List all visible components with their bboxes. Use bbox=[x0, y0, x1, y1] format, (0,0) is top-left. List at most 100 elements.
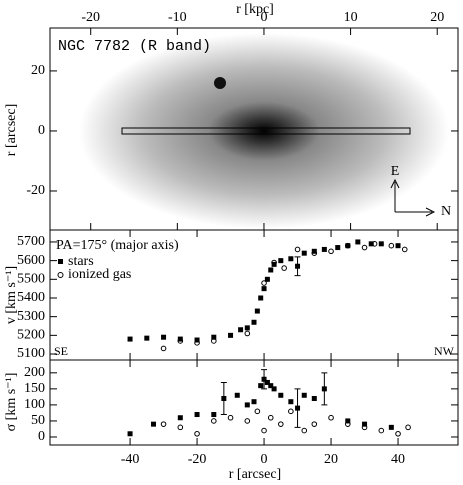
star-point bbox=[234, 392, 240, 398]
compass bbox=[390, 178, 436, 217]
y-tick-label: 200 bbox=[24, 365, 45, 380]
gas-point bbox=[288, 408, 294, 415]
star-point bbox=[295, 405, 301, 411]
gas-point bbox=[371, 241, 378, 247]
star-point bbox=[258, 383, 264, 389]
star-point bbox=[244, 402, 250, 408]
gas-point bbox=[395, 430, 401, 437]
y-tick-label: 100 bbox=[24, 397, 45, 412]
star-point bbox=[271, 386, 277, 392]
y-tick-label: 0 bbox=[38, 429, 45, 444]
legend-marker bbox=[58, 259, 63, 264]
star-point bbox=[261, 376, 267, 382]
y-label: r [arcsec] bbox=[4, 104, 19, 156]
star-point bbox=[268, 267, 274, 273]
star-point bbox=[301, 250, 307, 256]
x-tick-label: 10 bbox=[344, 10, 358, 25]
star-point bbox=[355, 239, 361, 245]
y-tick-label: 150 bbox=[24, 381, 45, 396]
x-tick-label: -40 bbox=[121, 452, 140, 467]
star-point bbox=[251, 319, 257, 325]
top-x-label: r [kpc] bbox=[236, 2, 274, 17]
star-point bbox=[268, 383, 274, 389]
gas-point bbox=[277, 421, 284, 427]
star-point bbox=[264, 276, 270, 282]
gas-point bbox=[405, 424, 411, 431]
star-point bbox=[144, 335, 150, 341]
gas-point bbox=[344, 242, 351, 249]
star-point bbox=[177, 415, 183, 421]
gas-point bbox=[328, 414, 334, 421]
gas-point bbox=[177, 424, 184, 431]
star-point bbox=[368, 241, 374, 247]
star-point bbox=[388, 424, 394, 430]
x-label: r [arcsec] bbox=[229, 467, 281, 482]
gas-point bbox=[388, 242, 395, 249]
star-point bbox=[295, 263, 301, 269]
x-tick-label: 0 bbox=[261, 452, 268, 467]
star-point bbox=[278, 392, 284, 398]
star-point bbox=[278, 258, 284, 264]
star-point bbox=[244, 325, 250, 331]
gas-point bbox=[194, 430, 200, 437]
slit bbox=[121, 127, 411, 135]
star-point bbox=[211, 334, 217, 340]
star-point bbox=[238, 327, 244, 333]
panel-frame bbox=[49, 359, 459, 446]
y-tick-label: 5600 bbox=[17, 253, 45, 268]
gas-point bbox=[311, 250, 318, 256]
y-tick-label: 5100 bbox=[17, 346, 45, 361]
y-tick-label: 5200 bbox=[17, 328, 45, 343]
star-point bbox=[288, 256, 294, 262]
star-point bbox=[127, 431, 133, 437]
gas-point bbox=[211, 418, 217, 424]
gas-point bbox=[244, 418, 251, 424]
star-point bbox=[335, 245, 341, 251]
gas-point bbox=[271, 259, 277, 266]
image-title: NGC 7782 (R band) bbox=[58, 38, 211, 55]
star-point bbox=[321, 246, 327, 252]
corner-label: NW bbox=[434, 344, 455, 358]
gas-point bbox=[261, 427, 267, 434]
star-point bbox=[321, 386, 327, 392]
star-point bbox=[254, 308, 260, 314]
x-tick-label: -10 bbox=[168, 10, 187, 25]
gas-point bbox=[160, 421, 167, 427]
legend-marker bbox=[57, 272, 64, 278]
star-point bbox=[151, 421, 157, 427]
y-tick-label: 20 bbox=[31, 63, 45, 78]
y-tick-label: 50 bbox=[31, 413, 45, 428]
gas-point bbox=[194, 340, 200, 346]
gas-point bbox=[261, 280, 267, 286]
gas-point bbox=[301, 427, 308, 434]
star-point bbox=[127, 336, 133, 342]
gas-point bbox=[344, 421, 351, 427]
compass-east: E bbox=[391, 164, 400, 179]
star-point bbox=[301, 392, 307, 398]
star-point bbox=[264, 379, 270, 385]
y-label: v [km s⁻¹] bbox=[4, 266, 19, 324]
star-point bbox=[251, 399, 257, 405]
star-point bbox=[362, 421, 368, 427]
gas-point bbox=[160, 345, 167, 352]
gas-point bbox=[281, 265, 287, 271]
y-tick-label: 0 bbox=[38, 123, 45, 138]
star-point bbox=[395, 243, 401, 249]
annotation: PA=175° (major axis) bbox=[56, 238, 179, 253]
y-tick-label: 5300 bbox=[17, 309, 45, 324]
star-point bbox=[161, 334, 167, 340]
legend-label: stars bbox=[68, 254, 94, 269]
star-point bbox=[258, 295, 264, 301]
x-tick-label: -20 bbox=[81, 10, 100, 25]
gas-point bbox=[378, 427, 385, 434]
y-tick-label: 5400 bbox=[17, 290, 45, 305]
compass-north: N bbox=[441, 204, 451, 219]
y-label: σ [km s⁻¹] bbox=[4, 373, 19, 432]
star-point bbox=[378, 241, 384, 247]
star-point bbox=[194, 337, 200, 343]
legend-label: ionized gas bbox=[68, 267, 131, 282]
gas-point bbox=[401, 246, 408, 253]
gas-point bbox=[227, 414, 234, 421]
